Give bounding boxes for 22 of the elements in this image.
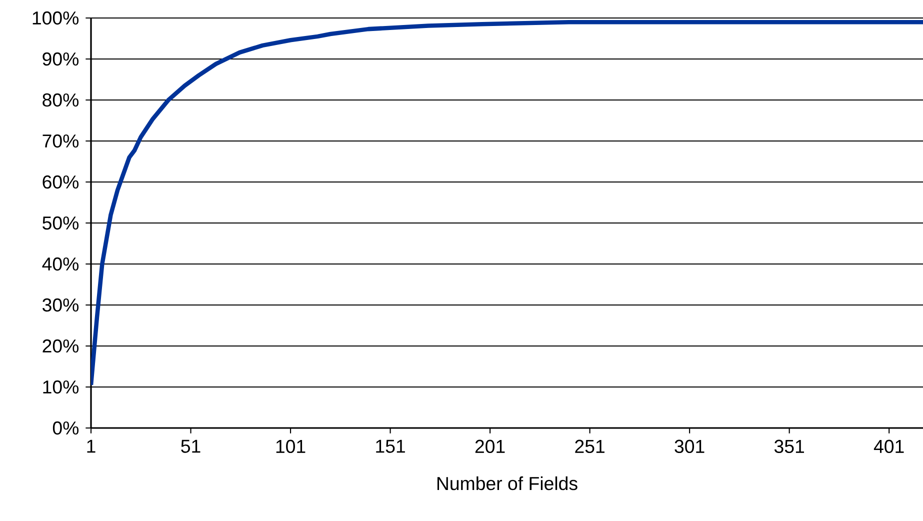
x-tick-label: 151 <box>376 440 405 453</box>
x-tick-label: 301 <box>674 440 704 454</box>
x-tick-label: 51 <box>181 440 200 453</box>
y-tick-label: 10% <box>43 380 79 394</box>
y-tick-label: 70% <box>42 134 79 148</box>
x-tick-label: 1 <box>87 440 96 453</box>
y-tick-label: 80% <box>42 93 79 107</box>
y-tick-label: 50% <box>42 216 79 230</box>
x-axis-title: Number of Fields <box>437 476 578 490</box>
x-tick-label: 251 <box>575 440 604 454</box>
y-tick-label: 20% <box>42 339 79 353</box>
y-tick-label: 60% <box>42 175 79 189</box>
y-tick-label: 100% <box>32 11 79 25</box>
x-tick-label: 201 <box>475 440 505 454</box>
x-tick-label: 101 <box>276 440 306 454</box>
y-tick-label: 40% <box>42 257 79 271</box>
x-tick-label: 401 <box>874 440 904 454</box>
y-tick-label: 90% <box>42 52 79 66</box>
line-series <box>91 20 923 388</box>
y-tick-label: 0% <box>52 421 79 435</box>
y-tick-label: 30% <box>42 298 79 312</box>
x-tick-label: 351 <box>774 440 804 454</box>
